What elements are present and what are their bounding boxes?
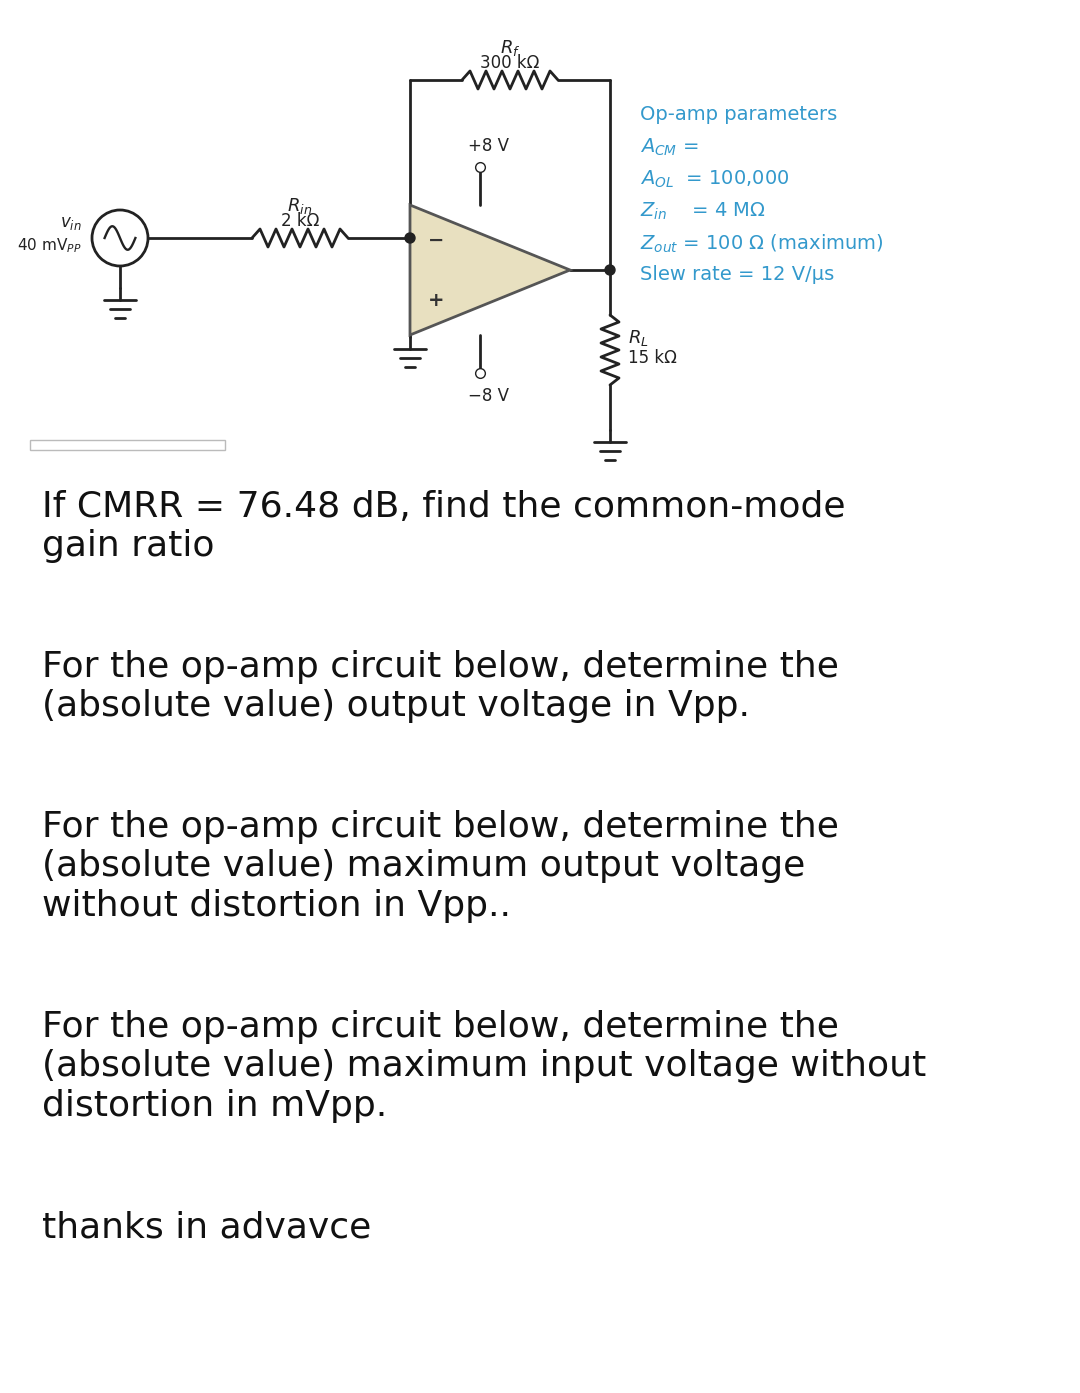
Text: If CMRR = 76.48 dB, find the common-mode
gain ratio: If CMRR = 76.48 dB, find the common-mode… [42,490,846,563]
Text: $A_{OL}$  = 100,000: $A_{OL}$ = 100,000 [640,169,789,191]
Circle shape [405,233,415,242]
Text: −8 V: −8 V [468,387,509,405]
Circle shape [605,265,615,274]
Text: 40 mV$_{PP}$: 40 mV$_{PP}$ [17,237,82,255]
Text: Op-amp parameters: Op-amp parameters [640,104,837,124]
Text: 2 kΩ: 2 kΩ [281,212,320,230]
Text: For the op-amp circuit below, determine the
(absolute value) maximum output volt: For the op-amp circuit below, determine … [42,809,839,922]
Text: 15 kΩ: 15 kΩ [627,350,677,366]
Text: For the op-amp circuit below, determine the
(absolute value) output voltage in V: For the op-amp circuit below, determine … [42,651,839,723]
Text: $Z_{in}$    = 4 MΩ: $Z_{in}$ = 4 MΩ [640,201,766,223]
Text: thanks in advavce: thanks in advavce [42,1211,372,1244]
Text: For the op-amp circuit below, determine the
(absolute value) maximum input volta: For the op-amp circuit below, determine … [42,1010,927,1123]
Text: $R_{in}$: $R_{in}$ [287,196,312,216]
Text: 300 kΩ: 300 kΩ [481,54,540,72]
Text: $v_{in}$: $v_{in}$ [60,216,82,233]
Text: $A_{CM}$ =: $A_{CM}$ = [640,137,699,159]
Text: +: + [428,291,445,309]
Text: $R_L$: $R_L$ [627,327,649,348]
Text: Slew rate = 12 V/µs: Slew rate = 12 V/µs [640,265,834,284]
Text: $Z_{out}$ = 100 Ω (maximum): $Z_{out}$ = 100 Ω (maximum) [640,233,883,255]
Text: −: − [428,230,444,249]
Text: +8 V: +8 V [468,137,509,155]
Text: $R_f$: $R_f$ [500,38,521,59]
Polygon shape [410,205,570,334]
